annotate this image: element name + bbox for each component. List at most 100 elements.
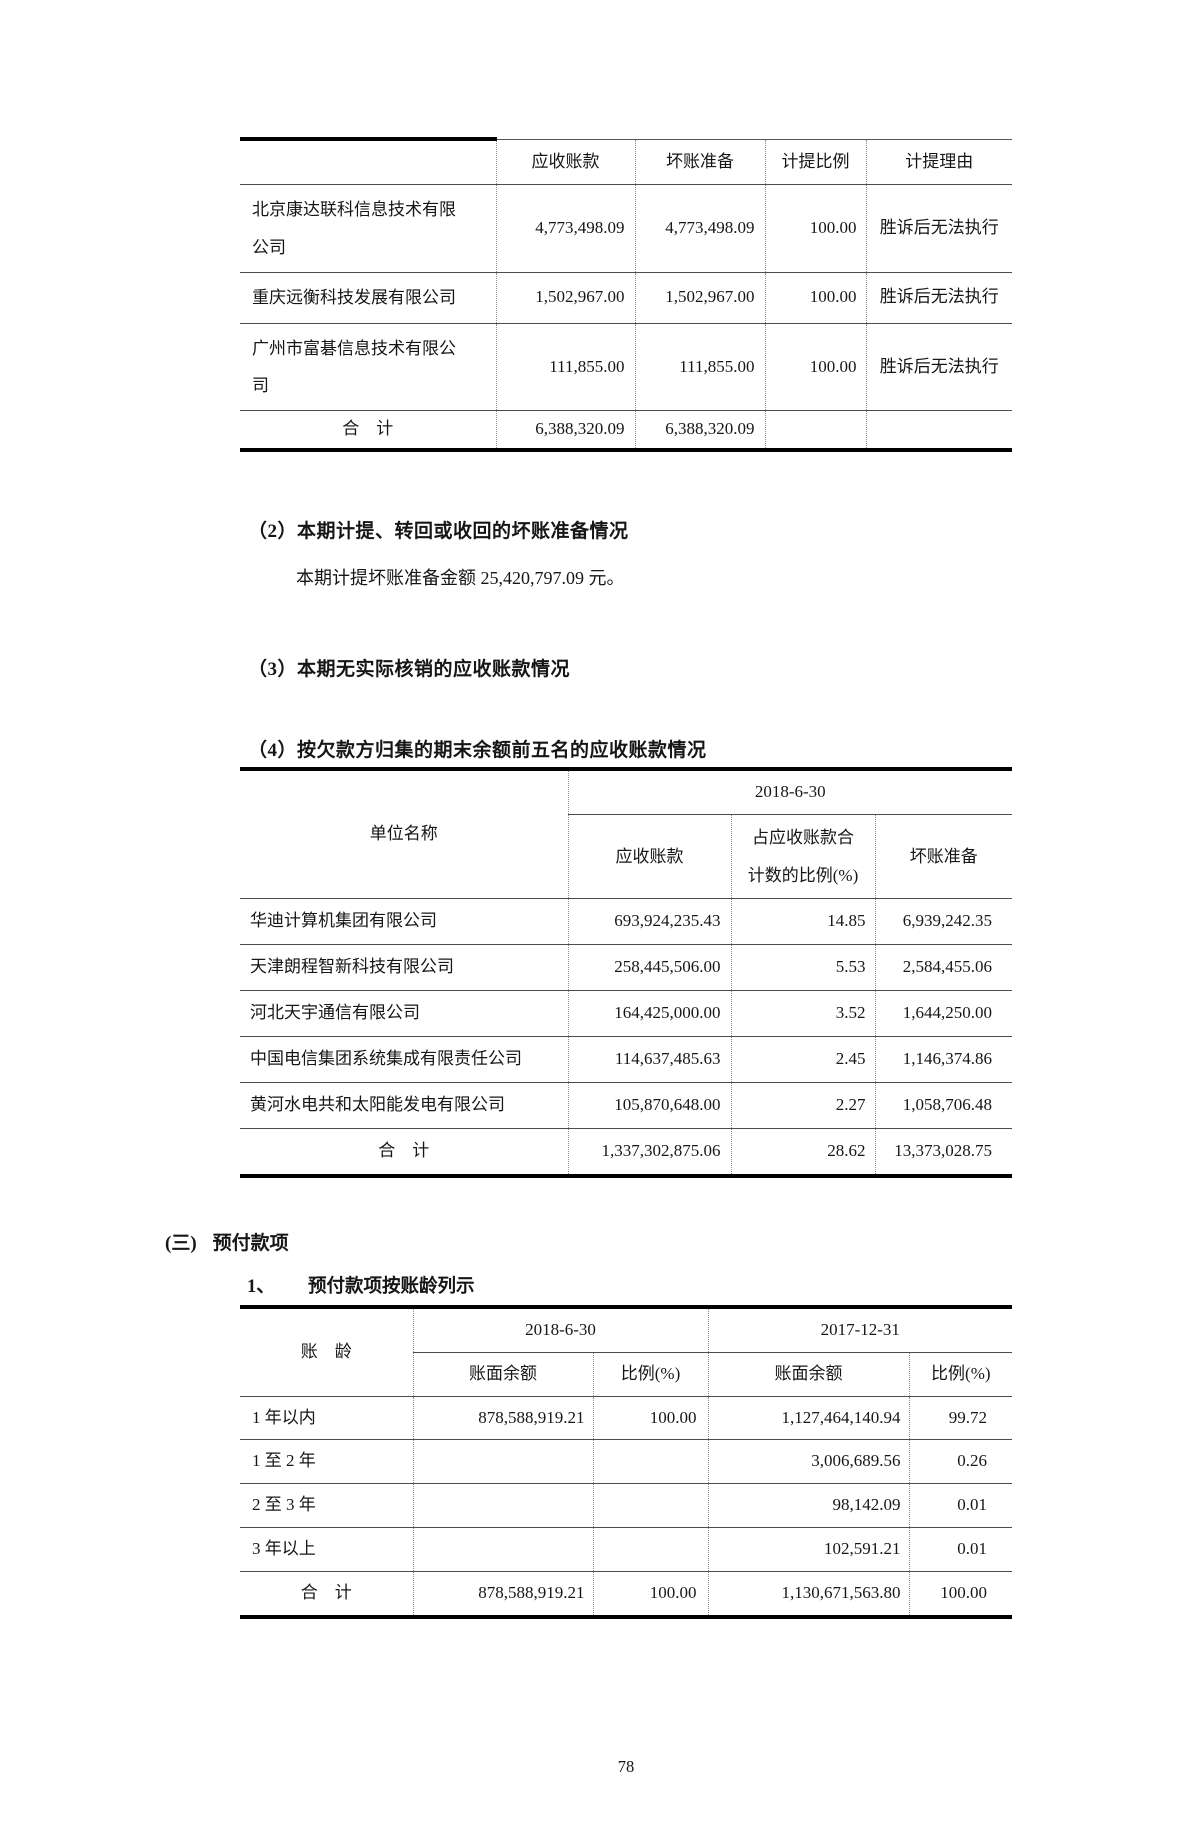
table-row: 1 至 2 年 3,006,689.56 0.26 [240, 1439, 1013, 1485]
column-header-ratio-prior: 比例(%) [908, 1352, 1013, 1397]
company-name: 广州市富碁信息技术有限公司 [240, 323, 496, 412]
column-header-ratio: 计提比例 [764, 139, 866, 186]
prepayments-subheading: 1、 预付款项按账龄列示 [247, 1272, 1200, 1298]
ratio-value: 100.00 [764, 323, 866, 412]
total-receivable: 1,337,302,875.06 [567, 1128, 731, 1177]
top-five-receivables-table: 单位名称 2018-6-30 应收账款 占应收账款合计数的比例(%) 坏账准备 … [240, 767, 1012, 1178]
total-row: 合 计 6,388,320.09 6,388,320.09 [240, 410, 1012, 451]
company-name: 河北天宇通信有限公司 [240, 990, 568, 1037]
balance-prior-value: 98,142.09 [707, 1483, 910, 1529]
balance-current-value [412, 1527, 593, 1573]
provision-value: 1,146,374.86 [874, 1036, 1012, 1083]
receivable-value: 164,425,000.00 [567, 990, 731, 1037]
ratio-value: 2.27 [730, 1082, 875, 1129]
column-header-ratio: 占应收账款合计数的比例(%) [730, 814, 875, 900]
section-3-heading: （3）本期无实际核销的应收账款情况 [248, 659, 571, 681]
subsection-index: 1、 [247, 1276, 275, 1297]
section-2-heading: （2）本期计提、转回或收回的坏账准备情况 [248, 521, 629, 543]
balance-prior-value: 3,006,689.56 [707, 1439, 910, 1485]
provision-value: 2,584,455.06 [874, 944, 1012, 991]
table-header-row: 单位名称 2018-6-30 [240, 769, 1012, 900]
table-subheader-row: 账面余额 比例(%) 账面余额 比例(%) [240, 1352, 1013, 1397]
ratio-value: 14.85 [730, 898, 875, 945]
company-name: 华迪计算机集团有限公司 [240, 898, 568, 945]
reason-value: 胜诉后无法执行 [865, 323, 1012, 412]
provision-value: 1,058,706.48 [874, 1082, 1012, 1129]
empty-corner-cell [240, 137, 496, 186]
column-header-ratio-current: 比例(%) [592, 1352, 709, 1397]
total-provision: 13,373,028.75 [874, 1128, 1012, 1177]
table-row: 华迪计算机集团有限公司 693,924,235.43 14.85 6,939,2… [240, 898, 1012, 945]
receivable-value: 114,637,485.63 [567, 1036, 731, 1083]
empty-cell [764, 410, 866, 451]
prepayments-aging-table: 账 龄 2018-6-30 2017-12-31 账面余额 比例(%) 账面余额… [240, 1304, 1013, 1620]
ratio-value: 3.52 [730, 990, 875, 1037]
receivable-value: 105,870,648.00 [567, 1082, 731, 1129]
table-row: 中国电信集团系统集成有限责任公司 114,637,485.63 2.45 1,1… [240, 1036, 1012, 1083]
table-row: 重庆远衡科技发展有限公司 1,502,967.00 1,502,967.00 1… [240, 272, 1012, 324]
table-row: 河北天宇通信有限公司 164,425,000.00 3.52 1,644,250… [240, 990, 1012, 1037]
column-header-balance-current: 账面余额 [412, 1352, 593, 1397]
period-current-header: 2018-6-30 [412, 1306, 709, 1353]
subsection-title: 预付款项按账龄列示 [308, 1276, 475, 1297]
column-header-provision: 坏账准备 [874, 814, 1012, 900]
column-header-reason: 计提理由 [865, 139, 1012, 186]
column-header-balance-prior: 账面余额 [707, 1352, 910, 1397]
column-header-unit-name: 单位名称 [240, 769, 568, 900]
provision-value: 1,644,250.00 [874, 990, 1012, 1037]
table-subheader-row: 应收账款 占应收账款合计数的比例(%) 坏账准备 [240, 814, 1012, 900]
ratio-value: 2.45 [730, 1036, 875, 1083]
ratio-current-value [592, 1483, 709, 1529]
company-name: 黄河水电共和太阳能发电有限公司 [240, 1082, 568, 1129]
balance-prior-value: 102,591.21 [707, 1527, 910, 1573]
ratio-current-value [592, 1439, 709, 1485]
age-label: 1 年以内 [240, 1396, 413, 1441]
section-2-body: 本期计提坏账准备金额 25,420,797.09 元。 [296, 568, 625, 589]
receivable-value: 258,445,506.00 [567, 944, 731, 991]
table-row: 黄河水电共和太阳能发电有限公司 105,870,648.00 2.27 1,05… [240, 1082, 1012, 1129]
column-header-provision: 坏账准备 [634, 139, 765, 186]
company-name: 天津朗程智新科技有限公司 [240, 944, 568, 991]
table-row: 天津朗程智新科技有限公司 258,445,506.00 5.53 2,584,4… [240, 944, 1012, 991]
table-row: 广州市富碁信息技术有限公司 111,855.00 111,855.00 100.… [240, 323, 1012, 412]
column-header-age: 账 龄 [240, 1306, 413, 1397]
balance-current-value: 878,588,919.21 [412, 1396, 593, 1441]
total-ratio-prior: 100.00 [908, 1571, 1013, 1618]
column-header-receivable: 应收账款 [567, 814, 731, 900]
table-row: 3 年以上 102,591.21 0.01 [240, 1527, 1013, 1573]
company-name: 北京康达联科信息技术有限公司 [240, 184, 496, 274]
ratio-value: 100.00 [764, 272, 866, 324]
total-ratio: 28.62 [730, 1128, 875, 1177]
bad-debt-by-debtor-table: 应收账款 坏账准备 计提比例 计提理由 北京康达联科信息技术有限公司 4,773… [240, 137, 1012, 453]
table-header-row: 账 龄 2018-6-30 2017-12-31 [240, 1306, 1013, 1397]
provision-value: 4,773,498.09 [634, 184, 765, 274]
total-row: 合 计 1,337,302,875.06 28.62 13,373,028.75 [240, 1128, 1012, 1177]
document-page: 应收账款 坏账准备 计提比例 计提理由 北京康达联科信息技术有限公司 4,773… [0, 137, 1200, 1776]
receivable-value: 1,502,967.00 [495, 272, 635, 324]
total-label: 合 计 [240, 1128, 568, 1177]
reason-value: 胜诉后无法执行 [865, 272, 1012, 324]
total-balance-current: 878,588,919.21 [412, 1571, 593, 1618]
ratio-current-value [592, 1527, 709, 1573]
column-header-receivable: 应收账款 [495, 139, 635, 186]
company-name: 重庆远衡科技发展有限公司 [240, 272, 496, 324]
balance-current-value [412, 1439, 593, 1485]
section-index: (三) [165, 1232, 197, 1254]
total-receivable: 6,388,320.09 [495, 410, 635, 451]
ratio-current-value: 100.00 [592, 1396, 709, 1441]
table-row: 北京康达联科信息技术有限公司 4,773,498.09 4,773,498.09… [240, 184, 1012, 274]
total-provision: 6,388,320.09 [634, 410, 765, 451]
section-title: 预付款项 [212, 1232, 289, 1254]
total-balance-prior: 1,130,671,563.80 [707, 1571, 910, 1618]
receivable-value: 693,924,235.43 [567, 898, 731, 945]
empty-cell [865, 410, 1012, 451]
period-prior-header: 2017-12-31 [707, 1306, 1013, 1353]
receivable-value: 4,773,498.09 [495, 184, 635, 274]
section-4-heading: （4）按欠款方归集的期末余额前五名的应收账款情况 [248, 740, 707, 762]
total-ratio-current: 100.00 [592, 1571, 709, 1618]
total-label: 合 计 [240, 410, 496, 451]
receivable-value: 111,855.00 [495, 323, 635, 412]
section-prepayments-heading: (三) 预付款项 [165, 1228, 1200, 1255]
age-label: 2 至 3 年 [240, 1483, 413, 1529]
ratio-prior-value: 0.01 [908, 1527, 1013, 1573]
